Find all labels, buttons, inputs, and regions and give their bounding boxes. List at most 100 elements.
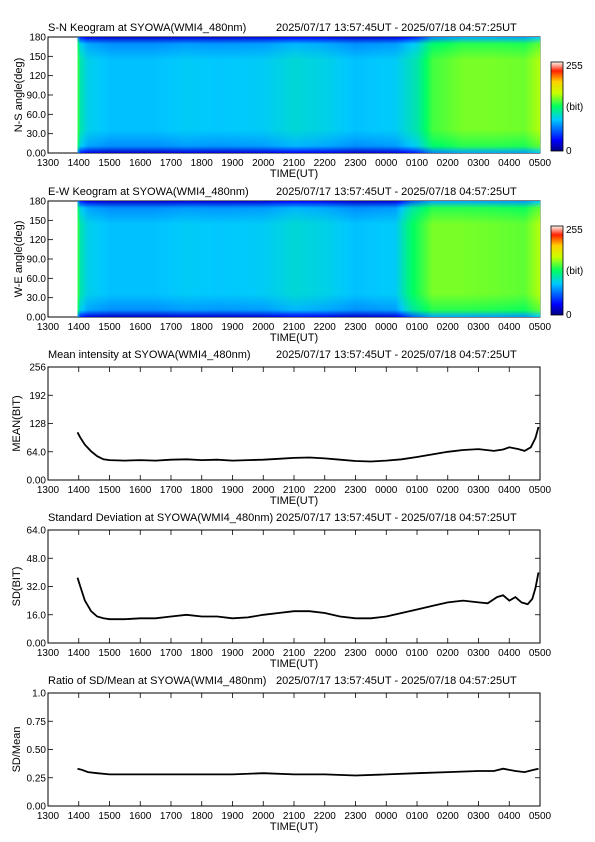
ew-heatmap-column [158, 201, 161, 317]
ew-heatmap-column [393, 201, 396, 317]
sn-heatmap-column [256, 37, 260, 153]
sn-heatmap-column [401, 37, 404, 153]
mean-xtick-label: 0100 [406, 485, 429, 496]
ew-heatmap-column [470, 201, 473, 317]
sn-heatmap-column [237, 37, 240, 153]
sn-heatmap-column [193, 37, 196, 153]
ew-xtick-label: 2100 [283, 322, 306, 333]
ratio-xtick-label: 1300 [37, 811, 60, 822]
sn-heatmap-column [466, 37, 470, 153]
ratio-xtick-label: 2300 [344, 811, 367, 822]
sn-xtick-label: 0500 [529, 158, 552, 169]
sn-heatmap-column [491, 37, 495, 153]
sn-heatmap-column [314, 37, 317, 153]
sn-heatmap-column [287, 37, 290, 153]
ew-heatmap-column [512, 201, 516, 317]
ew-heatmap-column [287, 201, 290, 317]
sn-heatmap-column [374, 37, 377, 153]
sn-heatmap-column [152, 37, 156, 153]
mean-xtick-label: 0400 [498, 485, 521, 496]
ew-heatmap-column [150, 201, 154, 317]
ew-heatmap-column [479, 201, 483, 317]
sn-heatmap-column [248, 37, 252, 153]
sn-heatmap-column [483, 37, 487, 153]
sn-heatmap-column [270, 37, 273, 153]
ratio-title: Ratio of SD/Mean at SYOWA(WMI4_480nm) [48, 675, 266, 687]
ew-heatmap-column [374, 201, 377, 317]
ew-heatmap-column [125, 201, 129, 317]
sn-heatmap-column [406, 37, 410, 153]
sn-heatmap-column [125, 37, 129, 153]
sn-heatmap-column [150, 37, 154, 153]
ew-heatmap-column [526, 201, 529, 317]
sn-heatmap-column [322, 37, 325, 153]
sn-heatmap-column [391, 37, 394, 153]
sn-heatmap-column [231, 37, 235, 153]
ew-heatmap-column [144, 201, 148, 317]
ew-heatmap-column [266, 201, 269, 317]
sn-xtick-label: 1600 [129, 158, 152, 169]
ew-heatmap-column [156, 201, 160, 317]
mean-ytick-label: 192 [29, 391, 46, 402]
panel-sd [47, 529, 541, 644]
sn-xtick-label: 1500 [98, 158, 121, 169]
sn-heatmap-column [146, 37, 150, 153]
sn-heatmap-column [416, 37, 419, 153]
ew-heatmap-column [493, 201, 497, 317]
sn-heatmap-column [208, 37, 211, 153]
sn-heatmap-column [283, 37, 287, 153]
sn-heatmap-column [360, 37, 364, 153]
ew-xtick-label: 1600 [129, 322, 152, 333]
mean-series-line [76, 426, 540, 463]
ew-heatmap-column [306, 201, 310, 317]
ratio-xtick-label: 1800 [191, 811, 214, 822]
ratio-time-range: 2025/07/17 13:57:45UT - 2025/07/18 04:57… [276, 675, 517, 687]
sn-heatmap-column [479, 37, 483, 153]
ew-heatmap-column [495, 201, 498, 317]
sn-heatmap-column [281, 37, 285, 153]
sn-heatmap-column [204, 37, 208, 153]
sn-heatmap-column [368, 37, 371, 153]
sn-heatmap-column [377, 37, 381, 153]
ew-heatmap-column [478, 201, 481, 317]
ew-heatmap-column [370, 201, 373, 317]
sn-heatmap-column [91, 37, 94, 153]
ew-heatmap-column [337, 201, 341, 317]
mean-xtick-label: 2200 [314, 485, 337, 496]
sn-heatmap-column [508, 37, 512, 153]
ew-heatmap-column [218, 201, 221, 317]
sn-heatmap-column [254, 37, 258, 153]
ew-heatmap-column [102, 201, 106, 317]
sn-heatmap-column [220, 37, 223, 153]
ew-heatmap-column [264, 201, 267, 317]
panel-sn [47, 36, 564, 154]
mean-xtick-label: 0500 [529, 485, 552, 496]
sn-heatmap-column [81, 37, 84, 153]
sn-heatmap-column [397, 37, 400, 153]
sn-heatmap-column [339, 37, 342, 153]
sn-heatmap-column [77, 37, 81, 153]
sd-xtick-label: 1500 [98, 648, 121, 659]
sn-heatmap-column [458, 37, 462, 153]
sn-heatmap-column [431, 37, 435, 153]
ew-heatmap-column [189, 201, 192, 317]
ew-colorbar [550, 225, 564, 316]
sn-heatmap-column [246, 37, 250, 153]
ew-xtick-label: 2000 [252, 322, 275, 333]
ew-heatmap-column [168, 201, 171, 317]
ew-xtick-label: 1500 [98, 322, 121, 333]
ew-xtick-label: 0000 [375, 322, 398, 333]
sn-heatmap-column [202, 37, 206, 153]
sn-heatmap-column [227, 37, 231, 153]
ew-heatmap-column [260, 201, 263, 317]
ew-heatmap-column [429, 201, 433, 317]
ew-heatmap-column [408, 201, 412, 317]
sd-ylabel: SD(BIT) [11, 567, 23, 607]
ew-heatmap-column [449, 201, 452, 317]
mean-ylabel: MEAN(BIT) [11, 395, 23, 451]
ew-colorbar-max: 255 [566, 225, 583, 236]
sn-heatmap-column [206, 37, 210, 153]
ew-heatmap-column [497, 201, 500, 317]
sn-heatmap-column [142, 37, 146, 153]
ew-heatmap-column [154, 201, 158, 317]
